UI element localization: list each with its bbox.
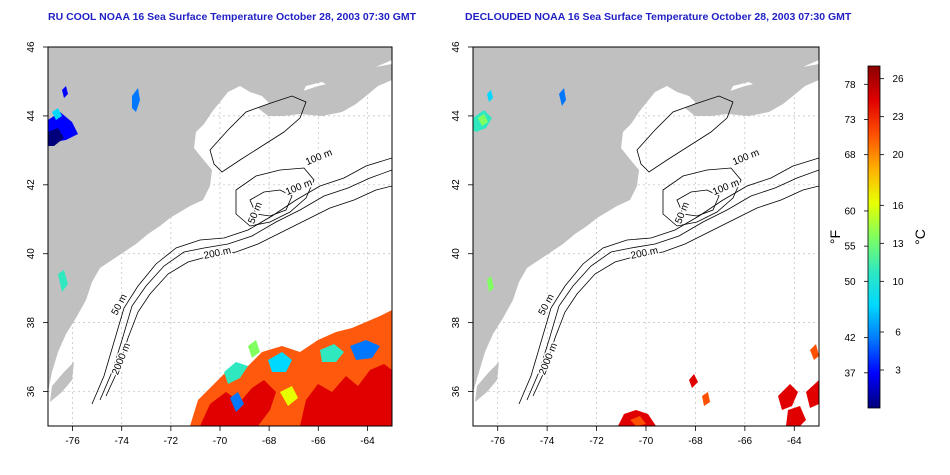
fahrenheit-tick-label: 42 [844, 333, 856, 344]
celsius-tick-label: 20 [892, 150, 904, 161]
left-map-title: RU COOL NOAA 16 Sea Surface Temperature … [48, 11, 417, 23]
lat-tick-label: 40 [451, 248, 462, 260]
lat-tick-label: 38 [26, 317, 37, 329]
celsius-tick-label: 3 [895, 366, 901, 377]
lat-tick-label: 42 [451, 179, 462, 191]
right-axis-ticks: -76 -74 -72 -70 -68 -66 -64 46 44 42 40 38 36 [451, 41, 802, 447]
celsius-tick-label: 23 [892, 112, 904, 123]
lon-tick-label: -68 [688, 436, 703, 447]
right-land [473, 47, 819, 402]
fahrenheit-tick-label: 55 [844, 242, 856, 253]
celsius-tick-label: 16 [892, 201, 904, 212]
left-land [48, 47, 392, 402]
lon-tick-label: -72 [164, 436, 179, 447]
celsius-tick-label: 26 [892, 74, 904, 85]
lon-tick-label: -64 [360, 436, 375, 447]
lon-tick-label: -74 [114, 436, 129, 447]
celsius-tick-label: 6 [895, 328, 901, 339]
lon-tick-label: -68 [262, 436, 277, 447]
left-axis-ticks: -76 -74 -72 -70 -68 -66 -64 46 44 42 40 38 36 [26, 41, 375, 447]
colorbar-celsius-ticks: 26 23 20 16 13 10 6 3 [880, 74, 904, 377]
lon-tick-label: -74 [540, 436, 555, 447]
fahrenheit-tick-label: 37 [844, 368, 856, 379]
left-bathymetry-contours [91, 95, 392, 405]
lat-tick-label: 36 [26, 386, 37, 398]
lat-tick-label: 42 [26, 179, 37, 191]
lat-tick-label: 46 [26, 41, 37, 53]
lat-tick-label: 44 [451, 110, 462, 122]
fahrenheit-unit-label: °F [827, 230, 843, 244]
temperature-colorbar: 78 73 68 60 55 50 42 37 26 23 20 16 13 10 6 3 °F °C [827, 65, 928, 409]
fahrenheit-tick-label: 50 [844, 277, 856, 288]
fahrenheit-tick-label: 78 [844, 80, 856, 91]
colorbar-gradient [867, 65, 881, 409]
left-sst-overlay [48, 86, 392, 426]
fahrenheit-tick-label: 60 [844, 206, 856, 217]
right-bathymetry-contours [518, 95, 819, 405]
lon-tick-label: -66 [311, 436, 326, 447]
fahrenheit-tick-label: 68 [844, 150, 856, 161]
lon-tick-label: -76 [65, 436, 80, 447]
celsius-tick-label: 10 [892, 277, 904, 288]
lat-tick-label: 46 [451, 41, 462, 53]
lat-tick-label: 44 [26, 110, 37, 122]
lon-tick-label: -70 [213, 436, 228, 447]
celsius-tick-label: 13 [892, 239, 904, 250]
fahrenheit-tick-label: 73 [844, 115, 856, 126]
lat-tick-label: 40 [26, 248, 37, 260]
right-sst-overlay [473, 88, 819, 426]
lon-tick-label: -72 [589, 436, 604, 447]
lon-tick-label: -64 [787, 436, 802, 447]
right-map-title: DECLOUDED NOAA 16 Sea Surface Temperatur… [465, 11, 852, 23]
lat-tick-label: 38 [451, 317, 462, 329]
celsius-unit-label: °C [912, 229, 928, 245]
lon-tick-label: -66 [738, 436, 753, 447]
colorbar-fahrenheit-ticks: 78 73 68 60 55 50 42 37 [844, 80, 868, 379]
lon-tick-label: -76 [490, 436, 505, 447]
lon-tick-label: -70 [639, 436, 654, 447]
lat-tick-label: 36 [451, 386, 462, 398]
